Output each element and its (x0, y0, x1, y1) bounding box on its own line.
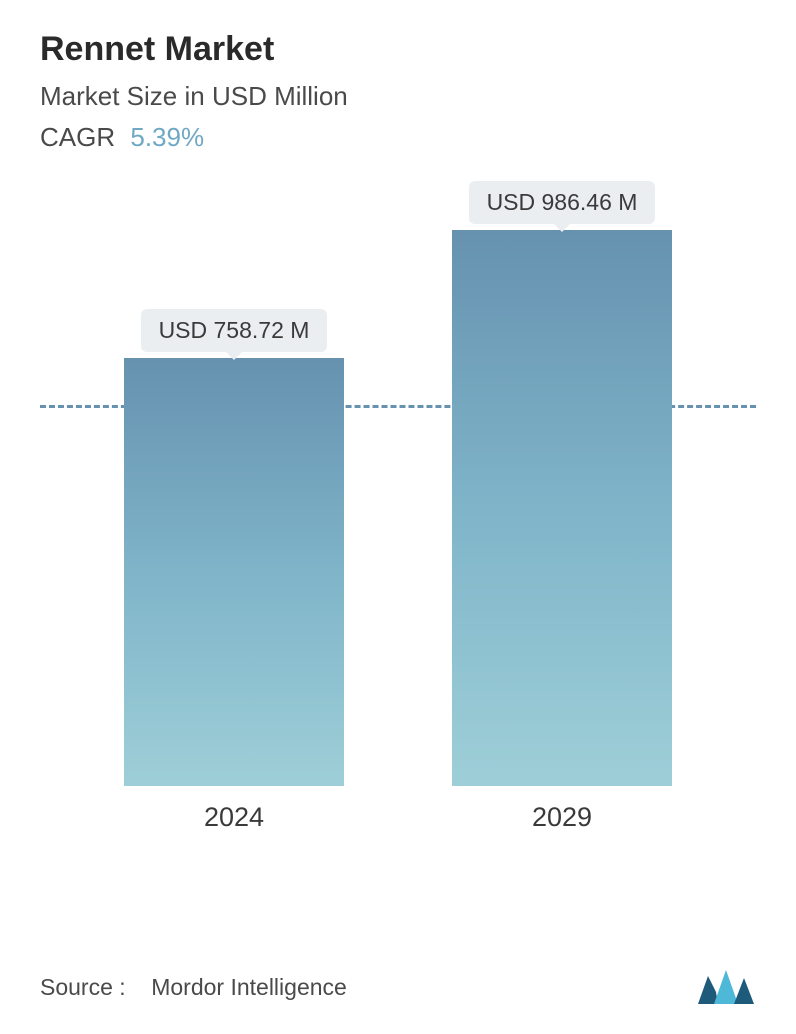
mordor-logo-icon (696, 968, 756, 1006)
chart-footer: Source : Mordor Intelligence (40, 968, 756, 1006)
bar-year-label: 2024 (204, 802, 264, 833)
bars-container: USD 758.72 M 2024 USD 986.46 M 2029 (40, 183, 756, 833)
source-text: Source : Mordor Intelligence (40, 974, 347, 1001)
bar-value-label: USD 758.72 M (141, 309, 328, 352)
bar-2029 (452, 230, 672, 786)
source-name: Mordor Intelligence (151, 974, 347, 1000)
bar-group-2029: USD 986.46 M 2029 (452, 181, 672, 833)
chart-subtitle: Market Size in USD Million (40, 81, 756, 112)
cagr-row: CAGR 5.39% (40, 122, 756, 153)
chart-header: Rennet Market Market Size in USD Million… (40, 30, 756, 153)
bar-year-label: 2029 (532, 802, 592, 833)
cagr-label: CAGR (40, 122, 115, 152)
source-label: Source : (40, 974, 126, 1000)
chart-title: Rennet Market (40, 30, 756, 69)
cagr-value: 5.39% (130, 122, 204, 152)
chart-area: USD 758.72 M 2024 USD 986.46 M 2029 (40, 183, 756, 903)
bar-2024 (124, 358, 344, 786)
bar-group-2024: USD 758.72 M 2024 (124, 309, 344, 833)
bar-value-label: USD 986.46 M (469, 181, 656, 224)
